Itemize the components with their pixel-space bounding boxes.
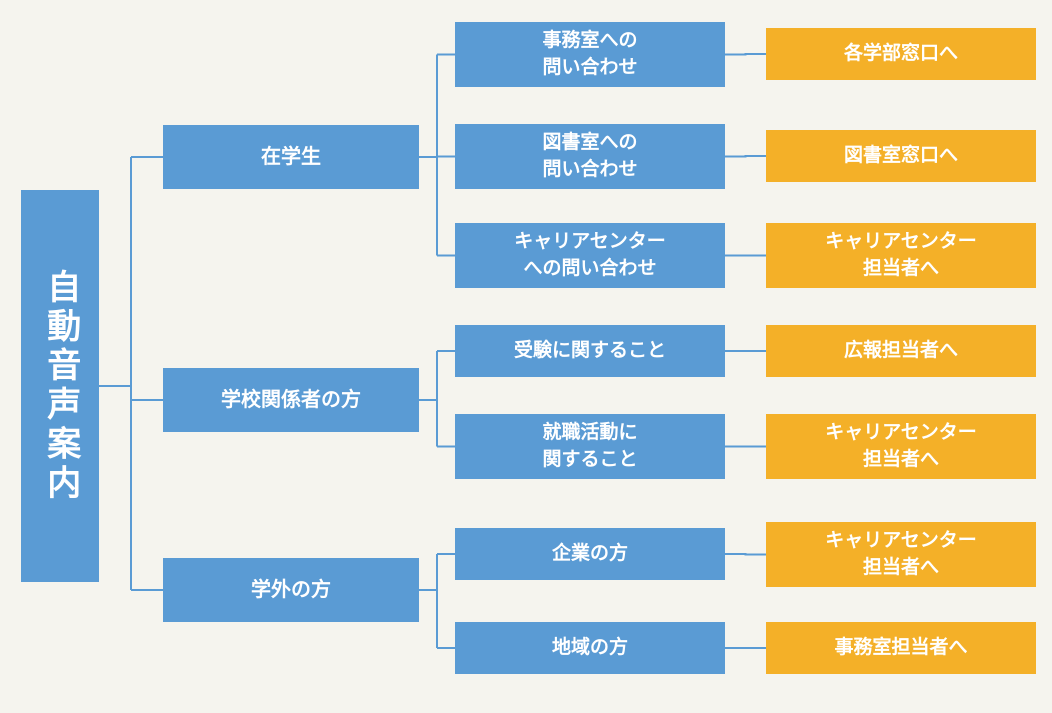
level1-node-0: 在学生 <box>163 125 419 189</box>
level3-node-6: 事務室担当者へ <box>766 622 1036 674</box>
level3-node-4-label: キャリアセンター 担当者へ <box>825 420 977 473</box>
level2-node-5: 企業の方 <box>455 528 725 580</box>
level2-node-2: キャリアセンター への問い合わせ <box>455 223 725 288</box>
level2-node-2-label: キャリアセンター への問い合わせ <box>514 229 666 282</box>
level3-node-6-label: 事務室担当者へ <box>834 635 967 662</box>
level3-node-5: キャリアセンター 担当者へ <box>766 522 1036 587</box>
level2-node-4: 就職活動に 関すること <box>455 414 725 479</box>
level3-node-1: 図書室窓口へ <box>766 130 1036 182</box>
level1-node-2: 学外の方 <box>163 558 419 622</box>
level2-node-1-label: 図書室への 問い合わせ <box>542 130 637 183</box>
level2-node-6: 地域の方 <box>455 622 725 674</box>
level3-node-0: 各学部窓口へ <box>766 28 1036 80</box>
level3-node-0-label: 各学部窓口へ <box>844 41 958 68</box>
level2-node-3: 受験に関すること <box>455 325 725 377</box>
level1-node-1-label: 学校関係者の方 <box>221 386 361 414</box>
root-node-label: 自動音声案内 <box>36 269 84 504</box>
level3-node-5-label: キャリアセンター 担当者へ <box>825 528 977 581</box>
level2-node-6-label: 地域の方 <box>552 635 628 662</box>
level2-node-0: 事務室への 問い合わせ <box>455 22 725 87</box>
level3-node-2-label: キャリアセンター 担当者へ <box>825 229 977 282</box>
level2-node-3-label: 受験に関すること <box>514 338 666 365</box>
level3-node-3-label: 広報担当者へ <box>844 338 958 365</box>
level1-node-1: 学校関係者の方 <box>163 368 419 432</box>
level2-node-0-label: 事務室への 問い合わせ <box>542 28 637 81</box>
level2-node-5-label: 企業の方 <box>552 541 628 568</box>
level2-node-4-label: 就職活動に 関すること <box>542 420 637 473</box>
level3-node-1-label: 図書室窓口へ <box>844 143 958 170</box>
level3-node-2: キャリアセンター 担当者へ <box>766 223 1036 288</box>
level1-node-0-label: 在学生 <box>261 143 321 171</box>
level1-node-2-label: 学外の方 <box>251 576 331 604</box>
root-node: 自動音声案内 <box>21 190 99 582</box>
level3-node-3: 広報担当者へ <box>766 325 1036 377</box>
level3-node-4: キャリアセンター 担当者へ <box>766 414 1036 479</box>
level2-node-1: 図書室への 問い合わせ <box>455 124 725 189</box>
